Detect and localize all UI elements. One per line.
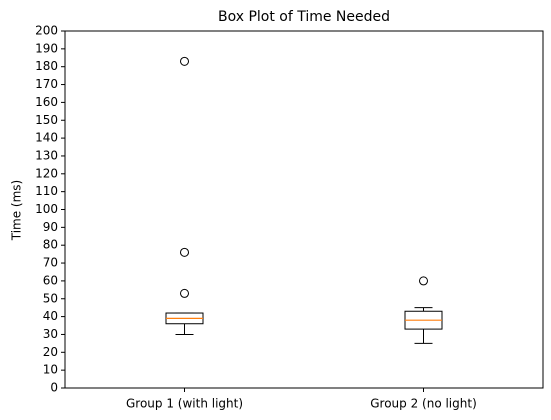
y-tick-label: 0 (50, 381, 58, 395)
y-tick-label: 60 (43, 273, 58, 287)
y-tick-label: 190 (35, 41, 58, 55)
y-tick-label: 180 (35, 59, 58, 73)
y-tick-label: 10 (43, 363, 58, 377)
y-tick-label: 90 (43, 220, 58, 234)
y-tick-label: 70 (43, 256, 58, 270)
y-tick-label: 130 (35, 148, 58, 162)
y-tick-label: 160 (35, 95, 58, 109)
x-tick-label: Group 2 (no light) (370, 397, 477, 411)
y-tick-label: 100 (35, 202, 58, 216)
x-tick-label: Group 1 (with light) (126, 397, 243, 411)
y-axis-label: Time (ms) (10, 180, 24, 242)
y-tick-label: 170 (35, 77, 58, 91)
y-tick-label: 140 (35, 131, 58, 145)
outlier (419, 276, 428, 286)
y-tick-label: 150 (35, 113, 58, 127)
outlier (180, 56, 189, 66)
y-tick-label: 110 (35, 184, 58, 198)
y-tick-label: 40 (43, 309, 58, 323)
y-tick-label: 200 (35, 24, 58, 38)
y-tick-label: 80 (43, 238, 58, 252)
plot-frame (64, 30, 544, 389)
outlier (180, 247, 189, 257)
y-tick-label: 120 (35, 166, 58, 180)
y-tick-label: 20 (43, 345, 58, 359)
y-tick-label: 30 (43, 327, 58, 341)
y-tick-label: 50 (43, 291, 58, 305)
chart-title: Box Plot of Time Needed (218, 9, 390, 25)
outlier (180, 288, 189, 298)
